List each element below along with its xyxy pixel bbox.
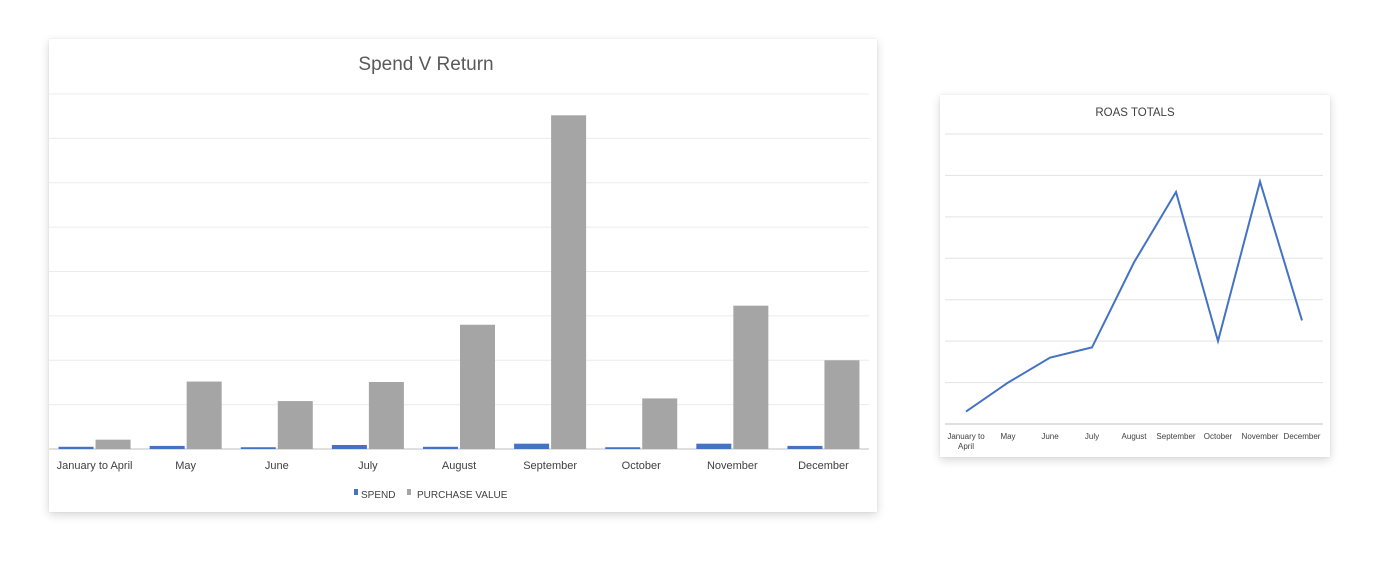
bar-spend xyxy=(514,443,550,449)
bar-spend xyxy=(423,446,458,449)
bar-purchase-value xyxy=(277,401,313,449)
roas-series-line xyxy=(965,177,1303,413)
x-tick-label: September xyxy=(523,460,577,472)
bar-spend xyxy=(605,447,641,449)
x-tick-label: September xyxy=(1156,432,1195,441)
x-tick-label: August xyxy=(442,460,476,472)
x-tick-label: June xyxy=(265,460,289,472)
spend-v-return-chart: Spend V Return January to April May June Ju… xyxy=(49,39,877,512)
x-tick-label: January to April xyxy=(57,460,133,472)
bar-spend xyxy=(240,447,276,449)
x-tick-label: May xyxy=(1000,432,1015,441)
x-tick-label: August xyxy=(1122,432,1148,441)
bar-purchase-value xyxy=(824,360,860,449)
legend-swatch-purchase-value xyxy=(407,489,411,495)
x-tick-label: July xyxy=(1085,432,1099,441)
bar-purchase-value xyxy=(186,381,222,449)
legend-swatch-spend xyxy=(354,489,358,495)
bar-spend xyxy=(696,443,732,449)
roas-totals-chart: ROAS TOTALS January to April May June July Au… xyxy=(940,95,1330,457)
x-tick-label: June xyxy=(1041,432,1059,441)
legend-label-spend: SPEND xyxy=(361,490,395,501)
bar-spend xyxy=(58,446,94,449)
chart-title: ROAS TOTALS xyxy=(1095,107,1175,119)
bar-spend xyxy=(787,445,823,449)
bar-purchase-value xyxy=(460,324,495,449)
bar-purchase-value xyxy=(642,398,678,449)
bar-spend xyxy=(149,445,185,449)
bar-spend xyxy=(331,445,367,449)
x-tick-label: November xyxy=(707,460,758,472)
x-tick-label: May xyxy=(175,460,196,472)
legend-label-purchase-value: PURCHASE VALUE xyxy=(417,490,508,501)
bar-purchase-value xyxy=(733,305,769,449)
x-tick-label: December xyxy=(798,460,849,472)
bar-purchase-value xyxy=(95,439,131,449)
legend: SPEND PURCHASE VALUE xyxy=(354,489,508,501)
x-tick-label: October xyxy=(1204,432,1233,441)
x-tick-label: November xyxy=(1242,432,1279,441)
x-tick-label: October xyxy=(622,460,661,472)
x-tick-label: December xyxy=(1284,432,1321,441)
bar-purchase-value xyxy=(368,381,404,449)
roas-totals-plot: ROAS TOTALS January to April May June July Au… xyxy=(945,107,1323,451)
x-tick-label: July xyxy=(358,460,378,472)
x-tick-label: January to April xyxy=(947,432,985,451)
spend-v-return-plot: Spend V Return January to April May June Ju… xyxy=(49,54,869,501)
bar-purchase-value xyxy=(551,115,587,450)
chart-title: Spend V Return xyxy=(358,54,493,75)
